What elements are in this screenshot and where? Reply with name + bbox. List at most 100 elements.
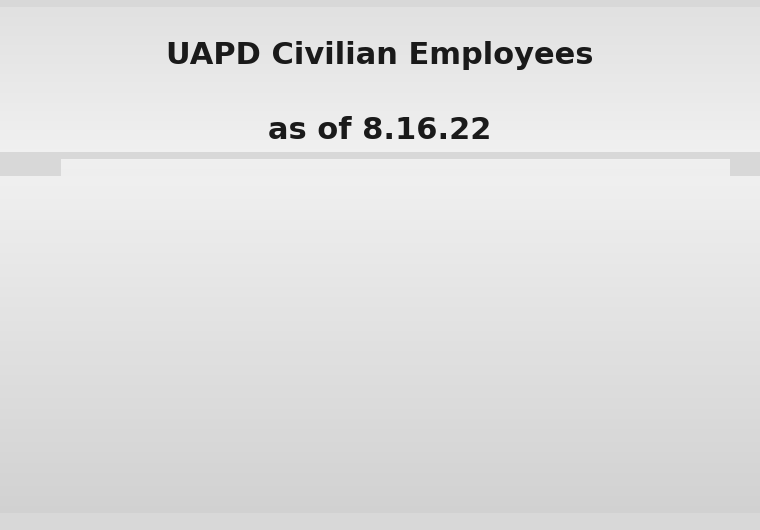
Bar (0, 36, 760, 38)
Bar (61, 211, 730, 213)
Bar (61, 278, 730, 279)
Bar (61, 188, 730, 189)
Bar (61, 399, 730, 400)
Bar (0, 126, 760, 127)
Bar (61, 304, 730, 305)
Bar (61, 412, 730, 414)
Bar (61, 257, 730, 258)
Bar (61, 167, 730, 169)
Bar (0, 133, 760, 135)
Bar (0, 42, 760, 43)
Bar (0, 143, 760, 145)
Bar (61, 293, 730, 294)
Bar (0, 260, 760, 263)
Bar (0, 368, 760, 372)
Bar (0, 328, 760, 331)
Bar (61, 425, 730, 426)
Bar (0, 10, 760, 12)
Bar (0, 109, 760, 110)
Bar (0, 105, 760, 107)
Bar (0, 14, 760, 16)
Bar (0, 140, 760, 142)
Bar (0, 453, 760, 456)
Bar (61, 261, 730, 262)
Bar (61, 205, 730, 206)
Bar (61, 198, 730, 199)
Bar (0, 443, 760, 446)
Bar (61, 403, 730, 404)
Bar (61, 178, 730, 180)
Bar (61, 295, 730, 297)
Bar (0, 120, 760, 121)
Bar (61, 374, 730, 375)
Bar (61, 292, 730, 293)
Bar (61, 428, 730, 429)
Bar (61, 356, 730, 357)
Bar (0, 32, 760, 33)
Text: 8: 8 (346, 324, 361, 345)
Bar (61, 193, 730, 195)
Bar (0, 263, 760, 267)
Bar (0, 125, 760, 126)
Bar (61, 169, 730, 170)
Bar (0, 75, 760, 77)
Bar (61, 433, 730, 435)
Bar (0, 135, 760, 136)
Bar (61, 343, 730, 345)
Bar (61, 330, 730, 331)
Bar (61, 182, 730, 184)
Bar (61, 416, 730, 417)
Bar (0, 71, 760, 72)
Bar (0, 382, 760, 385)
Bar (0, 66, 760, 68)
Bar (61, 309, 730, 311)
Bar (61, 226, 730, 228)
Bar (0, 24, 760, 26)
Bar (61, 195, 730, 196)
Bar (0, 146, 760, 147)
Bar (61, 319, 730, 320)
Bar (0, 213, 760, 216)
Bar (0, 355, 760, 358)
Bar (61, 240, 730, 242)
Bar (0, 151, 760, 152)
Bar (0, 113, 760, 114)
Bar (61, 200, 730, 202)
Bar (61, 187, 730, 188)
Bar (0, 395, 760, 399)
Bar (61, 429, 730, 430)
Bar (61, 357, 730, 359)
Bar (0, 439, 760, 443)
Bar (0, 110, 760, 111)
Bar (0, 317, 760, 321)
Bar (0, 94, 760, 95)
Bar (0, 119, 760, 120)
Bar (0, 277, 760, 280)
Bar (61, 373, 730, 374)
Bar (61, 359, 730, 360)
Bar (0, 307, 760, 311)
Bar (0, 236, 760, 240)
Bar (0, 402, 760, 405)
Bar (0, 338, 760, 341)
Bar (61, 301, 730, 302)
Bar (0, 361, 760, 365)
Bar (61, 269, 730, 271)
Bar (61, 285, 730, 286)
Bar (0, 220, 760, 223)
Bar (0, 145, 760, 146)
Bar (61, 370, 730, 371)
Bar (61, 306, 730, 308)
Bar (61, 398, 730, 399)
Bar (61, 423, 730, 425)
Bar (61, 322, 730, 323)
Bar (0, 16, 760, 17)
Bar (61, 159, 730, 161)
Bar (0, 358, 760, 361)
Bar (61, 229, 730, 231)
Text: 8: 8 (95, 324, 110, 345)
Bar (0, 12, 760, 13)
Bar (61, 375, 730, 377)
Bar (61, 287, 730, 288)
Bar (0, 93, 760, 94)
